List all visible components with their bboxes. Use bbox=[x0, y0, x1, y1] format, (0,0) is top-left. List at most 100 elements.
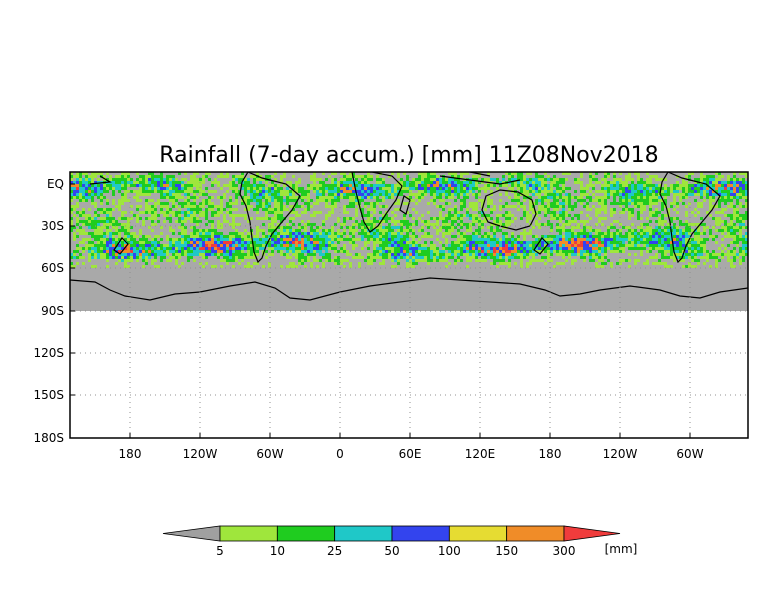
rainfall-cell bbox=[655, 262, 658, 265]
rainfall-cell bbox=[376, 226, 379, 229]
rainfall-cell bbox=[709, 232, 712, 235]
rainfall-cell bbox=[76, 250, 79, 253]
rainfall-cell bbox=[481, 259, 484, 262]
rainfall-cell bbox=[649, 193, 652, 196]
rainfall-cell bbox=[553, 178, 556, 181]
rainfall-cell bbox=[310, 238, 313, 241]
rainfall-cell bbox=[322, 265, 325, 268]
rainfall-cell bbox=[367, 217, 370, 220]
rainfall-cell bbox=[160, 202, 163, 205]
rainfall-cell bbox=[160, 181, 163, 184]
rainfall-cell bbox=[418, 175, 421, 178]
rainfall-cell bbox=[505, 232, 508, 235]
rainfall-cell bbox=[745, 202, 748, 205]
rainfall-cell bbox=[706, 253, 709, 256]
rainfall-cell bbox=[598, 232, 601, 235]
rainfall-cell bbox=[355, 211, 358, 214]
rainfall-cell bbox=[556, 226, 559, 229]
rainfall-cell bbox=[340, 190, 343, 193]
rainfall-cell bbox=[352, 199, 355, 202]
rainfall-cell bbox=[463, 250, 466, 253]
rainfall-cell bbox=[307, 259, 310, 262]
rainfall-cell bbox=[145, 250, 148, 253]
rainfall-cell bbox=[301, 220, 304, 223]
rainfall-cell bbox=[235, 247, 238, 250]
rainfall-cell bbox=[217, 253, 220, 256]
rainfall-cell bbox=[148, 187, 151, 190]
rainfall-cell bbox=[241, 256, 244, 259]
rainfall-cell bbox=[166, 208, 169, 211]
rainfall-cell bbox=[490, 253, 493, 256]
rainfall-cell bbox=[502, 250, 505, 253]
rainfall-cell bbox=[559, 244, 562, 247]
rainfall-cell bbox=[370, 256, 373, 259]
rainfall-cell bbox=[478, 244, 481, 247]
rainfall-cell bbox=[688, 250, 691, 253]
rainfall-cell bbox=[565, 187, 568, 190]
rainfall-cell bbox=[97, 256, 100, 259]
rainfall-cell bbox=[670, 241, 673, 244]
rainfall-cell bbox=[619, 238, 622, 241]
rainfall-cell bbox=[628, 199, 631, 202]
rainfall-cell bbox=[529, 214, 532, 217]
rainfall-cell bbox=[565, 253, 568, 256]
rainfall-cell bbox=[361, 220, 364, 223]
rainfall-cell bbox=[658, 262, 661, 265]
rainfall-cell bbox=[187, 235, 190, 238]
rainfall-cell bbox=[208, 250, 211, 253]
rainfall-cell bbox=[94, 187, 97, 190]
rainfall-cell bbox=[652, 211, 655, 214]
rainfall-cell bbox=[250, 199, 253, 202]
rainfall-cell bbox=[424, 241, 427, 244]
rainfall-cell bbox=[469, 184, 472, 187]
rainfall-cell bbox=[379, 247, 382, 250]
rainfall-cell bbox=[499, 199, 502, 202]
rainfall-cell bbox=[193, 247, 196, 250]
rainfall-cell bbox=[301, 256, 304, 259]
rainfall-cell bbox=[244, 190, 247, 193]
rainfall-cell bbox=[667, 187, 670, 190]
rainfall-cell bbox=[349, 217, 352, 220]
rainfall-cell bbox=[475, 238, 478, 241]
rainfall-cell bbox=[187, 259, 190, 262]
rainfall-cell bbox=[658, 238, 661, 241]
rainfall-cell bbox=[97, 196, 100, 199]
rainfall-cell bbox=[358, 253, 361, 256]
rainfall-cell bbox=[412, 217, 415, 220]
rainfall-cell bbox=[211, 247, 214, 250]
rainfall-cell bbox=[94, 229, 97, 232]
rainfall-cell bbox=[676, 205, 679, 208]
rainfall-cell bbox=[268, 223, 271, 226]
rainfall-cell bbox=[697, 190, 700, 193]
rainfall-cell bbox=[562, 229, 565, 232]
rainfall-cell bbox=[331, 241, 334, 244]
rainfall-cell bbox=[274, 172, 277, 175]
rainfall-cell bbox=[223, 235, 226, 238]
rainfall-cell bbox=[727, 235, 730, 238]
rainfall-cell bbox=[433, 226, 436, 229]
rainfall-cell bbox=[307, 235, 310, 238]
rainfall-cell bbox=[595, 265, 598, 268]
rainfall-cell bbox=[145, 256, 148, 259]
rainfall-cell bbox=[313, 229, 316, 232]
rainfall-cell bbox=[688, 172, 691, 175]
rainfall-cell bbox=[409, 229, 412, 232]
rainfall-cell bbox=[319, 253, 322, 256]
rainfall-cell bbox=[718, 199, 721, 202]
rainfall-cell bbox=[382, 256, 385, 259]
rainfall-cell bbox=[187, 250, 190, 253]
rainfall-cell bbox=[739, 181, 742, 184]
rainfall-cell bbox=[505, 247, 508, 250]
rainfall-cell bbox=[163, 250, 166, 253]
rainfall-cell bbox=[682, 184, 685, 187]
rainfall-cell bbox=[616, 193, 619, 196]
rainfall-cell bbox=[151, 208, 154, 211]
rainfall-cell bbox=[391, 253, 394, 256]
rainfall-cell bbox=[337, 250, 340, 253]
rainfall-cell bbox=[517, 253, 520, 256]
rainfall-cell bbox=[637, 259, 640, 262]
rainfall-cell bbox=[634, 229, 637, 232]
rainfall-cell bbox=[592, 241, 595, 244]
rainfall-cell bbox=[112, 244, 115, 247]
rainfall-cell bbox=[382, 259, 385, 262]
